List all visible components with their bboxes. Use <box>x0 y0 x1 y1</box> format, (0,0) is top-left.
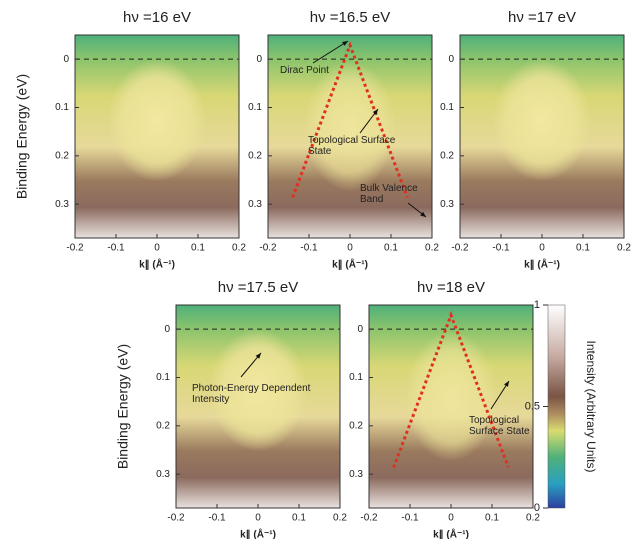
x-axis-label: k∥ (Å⁻¹) <box>524 258 560 271</box>
intensity-cone <box>405 331 497 462</box>
x-tick-label: -0.1 <box>107 243 125 254</box>
colorbar <box>547 304 566 509</box>
arrow-head <box>372 109 378 115</box>
y-tick-label: 0.2 <box>156 420 170 431</box>
y-tick-label: 0.3 <box>440 199 454 210</box>
x-axis-label: k∥ (Å⁻¹) <box>332 258 368 271</box>
y-tick-label: 0.1 <box>349 372 363 383</box>
intensity-cone <box>304 61 396 192</box>
panel-title: hν =18 eV <box>417 279 485 296</box>
x-tick-label: 0 <box>347 243 353 254</box>
x-tick-label: -0.2 <box>451 243 469 254</box>
y-tick-label: 0 <box>256 54 262 65</box>
annotation: Photon-Energy Dependent Intensity <box>192 383 311 405</box>
x-axis-label: k∥ (Å⁻¹) <box>240 528 276 539</box>
x-tick-label: 0 <box>448 513 454 524</box>
y-axis-label: Binding Energy (eV) <box>14 74 30 199</box>
panel-title: hν =16.5 eV <box>310 9 390 26</box>
x-tick-label: -0.1 <box>401 513 419 524</box>
arrow-head <box>504 381 509 387</box>
intensity-dome <box>492 59 592 182</box>
x-tick-label: -0.1 <box>208 513 226 524</box>
colorbar-tick-label: 0 <box>534 502 540 514</box>
x-tick-label: 0.2 <box>425 243 439 254</box>
x-tick-label: -0.1 <box>300 243 318 254</box>
colorbar-tick-label: 0.5 <box>525 400 540 412</box>
colorbar-tick-label: 1 <box>534 299 540 311</box>
dispersion-guide <box>291 40 409 198</box>
x-tick-label: 0 <box>154 243 160 254</box>
intensity-dome <box>208 329 308 452</box>
x-tick-label: 0.1 <box>292 513 306 524</box>
x-axis-label: k∥ (Å⁻¹) <box>139 258 175 271</box>
dispersion-guide <box>392 310 510 468</box>
y-tick-label: 0.3 <box>156 469 170 480</box>
y-axis-label: Binding Energy (eV) <box>115 344 131 469</box>
arrow <box>312 40 349 64</box>
x-tick-label: 0.2 <box>333 513 347 524</box>
colorbar-label: Intensity (Arbitrary Units) <box>584 340 598 472</box>
annotation: Topological Surface State <box>469 415 530 437</box>
y-tick-label: 0.1 <box>248 102 262 113</box>
x-tick-label: 0.2 <box>232 243 246 254</box>
x-tick-label: 0 <box>255 513 261 524</box>
y-tick-label: 0 <box>164 324 170 335</box>
x-tick-label: 0 <box>539 243 545 254</box>
annotation: Bulk Valence Band <box>360 183 418 205</box>
x-tick-label: 0.1 <box>576 243 590 254</box>
panel-title: hν =16 eV <box>123 9 191 26</box>
y-tick-label: 0.1 <box>440 102 454 113</box>
y-tick-label: 0 <box>357 324 363 335</box>
annotation: Dirac Point <box>280 65 329 76</box>
arrow <box>490 380 510 410</box>
x-tick-label: -0.2 <box>360 513 378 524</box>
x-tick-label: 0.1 <box>485 513 499 524</box>
y-tick-label: 0 <box>63 54 69 65</box>
arrow-head <box>342 41 348 46</box>
x-tick-label: 0.2 <box>526 513 540 524</box>
x-tick-label: -0.2 <box>66 243 84 254</box>
y-tick-label: 0.2 <box>55 150 69 161</box>
y-tick-label: 0.1 <box>55 102 69 113</box>
y-tick-label: 0.3 <box>55 199 69 210</box>
annotation: Topological Surface State <box>308 135 396 157</box>
y-tick-label: 0 <box>448 54 454 65</box>
x-tick-label: 0.1 <box>191 243 205 254</box>
y-tick-label: 0.1 <box>156 372 170 383</box>
arrow-head <box>420 211 426 217</box>
panel-title: hν =17.5 eV <box>218 279 298 296</box>
panel-title: hν =17 eV <box>508 9 576 26</box>
x-axis-label: k∥ (Å⁻¹) <box>433 528 469 539</box>
x-tick-label: -0.2 <box>259 243 277 254</box>
intensity-dome <box>107 59 207 182</box>
y-tick-label: 0.3 <box>349 469 363 480</box>
x-tick-label: -0.1 <box>492 243 510 254</box>
x-tick-label: 0.2 <box>617 243 631 254</box>
x-tick-label: -0.2 <box>167 513 185 524</box>
y-tick-label: 0.2 <box>440 150 454 161</box>
arrow-head <box>255 353 261 359</box>
x-tick-label: 0.1 <box>384 243 398 254</box>
y-tick-label: 0.2 <box>349 420 363 431</box>
y-tick-label: 0.3 <box>248 199 262 210</box>
y-tick-label: 0.2 <box>248 150 262 161</box>
